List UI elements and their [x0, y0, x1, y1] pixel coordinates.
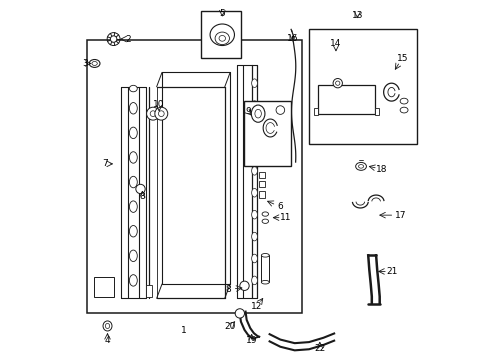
- Ellipse shape: [251, 232, 257, 241]
- Ellipse shape: [261, 253, 269, 257]
- Ellipse shape: [399, 98, 407, 104]
- Ellipse shape: [251, 105, 264, 122]
- Ellipse shape: [103, 321, 112, 331]
- Bar: [244, 101, 290, 166]
- Text: 5: 5: [219, 9, 224, 18]
- Text: 13: 13: [351, 10, 363, 19]
- Text: 20: 20: [224, 322, 235, 331]
- Circle shape: [235, 309, 244, 318]
- Text: 4: 4: [104, 336, 110, 345]
- Text: 1: 1: [180, 326, 186, 335]
- Text: 8: 8: [225, 285, 231, 294]
- Ellipse shape: [129, 103, 137, 114]
- Ellipse shape: [251, 167, 257, 175]
- Circle shape: [335, 81, 339, 85]
- Bar: [258, 181, 265, 187]
- Ellipse shape: [399, 107, 407, 113]
- Text: 7: 7: [102, 159, 107, 168]
- Ellipse shape: [129, 176, 137, 188]
- Ellipse shape: [251, 145, 257, 153]
- Ellipse shape: [129, 85, 137, 92]
- Ellipse shape: [105, 323, 109, 328]
- Ellipse shape: [215, 32, 229, 45]
- Text: 6: 6: [277, 202, 283, 211]
- Text: 10: 10: [153, 100, 164, 109]
- Bar: [257, 103, 265, 112]
- Bar: [261, 255, 269, 282]
- Ellipse shape: [358, 165, 363, 168]
- Circle shape: [158, 111, 164, 117]
- Bar: [145, 285, 152, 297]
- Circle shape: [150, 111, 156, 117]
- Circle shape: [276, 106, 284, 114]
- Ellipse shape: [254, 109, 261, 118]
- Ellipse shape: [251, 254, 257, 263]
- Ellipse shape: [219, 36, 225, 41]
- Text: 15: 15: [396, 54, 407, 63]
- Circle shape: [155, 107, 167, 120]
- Circle shape: [332, 78, 342, 88]
- Ellipse shape: [262, 219, 268, 224]
- Ellipse shape: [251, 210, 257, 219]
- Ellipse shape: [251, 188, 257, 197]
- Text: 11: 11: [280, 213, 291, 222]
- Ellipse shape: [129, 201, 137, 212]
- Ellipse shape: [129, 127, 137, 139]
- Text: 16: 16: [286, 34, 298, 43]
- Text: 2: 2: [125, 35, 130, 44]
- Text: 14: 14: [329, 39, 341, 48]
- Bar: [86, 40, 301, 313]
- Bar: [308, 30, 416, 144]
- Bar: [317, 85, 375, 114]
- Ellipse shape: [262, 212, 268, 216]
- Bar: [94, 277, 113, 297]
- Ellipse shape: [129, 152, 137, 163]
- Ellipse shape: [129, 250, 137, 262]
- Ellipse shape: [129, 225, 137, 237]
- Circle shape: [146, 107, 159, 120]
- Bar: [201, 12, 241, 58]
- Text: 17: 17: [394, 211, 406, 220]
- Text: 19: 19: [245, 336, 257, 345]
- Bar: [258, 172, 265, 178]
- Text: 3: 3: [82, 59, 88, 68]
- Ellipse shape: [355, 162, 366, 170]
- Ellipse shape: [92, 62, 97, 66]
- Ellipse shape: [129, 275, 137, 286]
- Text: 9: 9: [244, 107, 250, 116]
- Ellipse shape: [210, 24, 234, 45]
- Circle shape: [110, 36, 117, 42]
- Text: 12: 12: [251, 302, 262, 311]
- Bar: [314, 108, 317, 116]
- Circle shape: [136, 184, 145, 194]
- Text: 21: 21: [386, 267, 397, 276]
- Bar: [258, 192, 265, 198]
- Bar: [375, 108, 378, 116]
- Ellipse shape: [251, 79, 257, 87]
- Text: 18: 18: [375, 165, 387, 174]
- Ellipse shape: [251, 101, 257, 109]
- Circle shape: [239, 281, 249, 291]
- Text: 22: 22: [314, 344, 325, 353]
- Ellipse shape: [89, 59, 100, 67]
- Text: 8: 8: [139, 192, 145, 201]
- Ellipse shape: [261, 280, 269, 284]
- Ellipse shape: [251, 276, 257, 285]
- Ellipse shape: [251, 123, 257, 131]
